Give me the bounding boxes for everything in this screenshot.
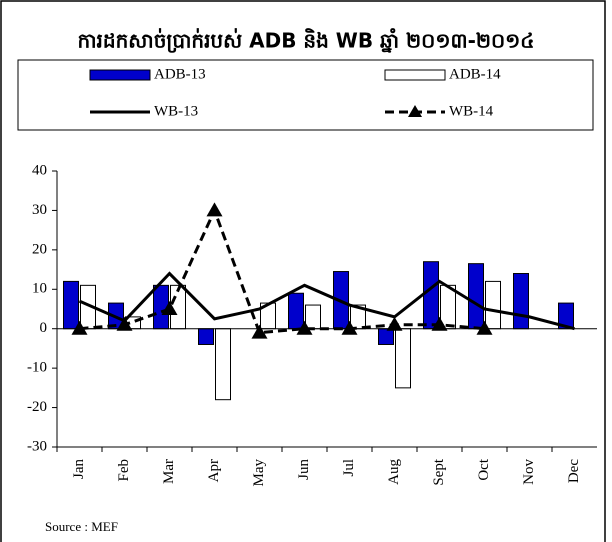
y-tick-label: 40 [32, 162, 47, 178]
marker [71, 320, 88, 335]
y-tick-label: 10 [32, 281, 47, 297]
x-tick-label: Aug [386, 459, 402, 485]
legend-label: WB-14 [449, 103, 494, 119]
marker [161, 301, 178, 315]
bar [485, 280, 501, 330]
legend-swatch [89, 69, 151, 81]
y-tick-label: -10 [27, 360, 47, 376]
legend-box [17, 59, 594, 131]
marker [476, 320, 493, 335]
x-tick-label: Jan [71, 459, 87, 479]
bar [63, 280, 79, 330]
x-tick-label: May [251, 459, 267, 487]
x-tick-label: Mar [161, 459, 177, 484]
x-tick-label: Dec [566, 459, 582, 483]
marker [296, 320, 313, 335]
bar [378, 328, 394, 345]
bar [305, 304, 321, 330]
bar [440, 284, 456, 330]
chart-title: ការដកសាច់ប្រាក់របស់ ADB និង WB ឆ្នាំ ២០១… [78, 28, 535, 54]
y-tick-label: -20 [27, 399, 47, 415]
bar [395, 328, 411, 389]
bar [198, 328, 214, 345]
legend-label: WB-13 [154, 103, 198, 119]
bar [513, 273, 529, 330]
line [78, 271, 575, 331]
x-tick-label: Sept [431, 458, 447, 486]
legend-marker [408, 105, 422, 117]
legend-swatch [384, 69, 446, 81]
line [79, 206, 485, 335]
x-tick-label: Jun [296, 459, 312, 480]
bar [423, 261, 439, 330]
x-tick-label: Oct [476, 458, 492, 480]
x-tick-label: Feb [116, 459, 132, 482]
x-tick-label: Nov [521, 459, 537, 485]
y-tick-label: 20 [32, 241, 47, 257]
marker [386, 316, 403, 331]
marker [116, 316, 133, 331]
legend-label: ADB-14 [449, 66, 501, 82]
y-tick-label: 30 [32, 202, 47, 218]
bar [288, 292, 304, 330]
bar [215, 328, 231, 401]
marker [206, 202, 223, 217]
legend-label: ADB-13 [154, 66, 206, 82]
x-tick-label: Apr [206, 459, 222, 482]
y-tick-label: -30 [27, 438, 47, 454]
marker [341, 320, 358, 335]
bar [468, 263, 484, 330]
marker [251, 324, 268, 339]
marker [431, 316, 448, 331]
source: Source : MEF [45, 519, 118, 534]
x-tick-label: Jul [341, 459, 357, 477]
y-tick-label: 0 [40, 320, 48, 336]
